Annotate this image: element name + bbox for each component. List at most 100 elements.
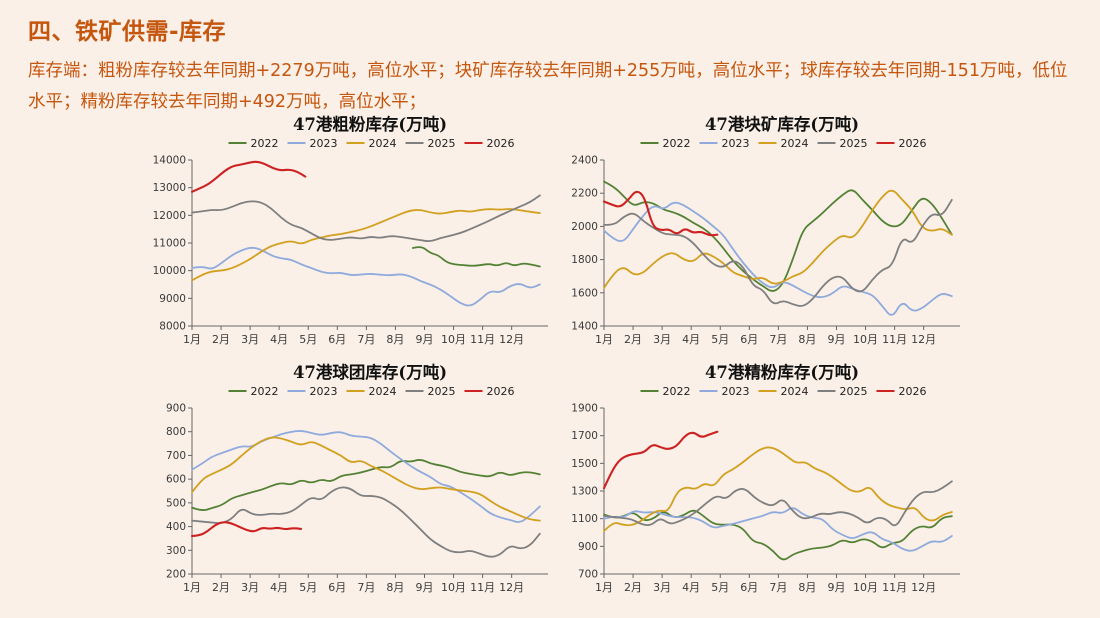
x-tick-label: 2月	[624, 581, 642, 594]
legend-item-2026: 2026	[876, 137, 927, 150]
x-tick-label: 3月	[241, 333, 259, 346]
x-tick-label: 1月	[183, 581, 201, 594]
legend-item-2025: 2025	[817, 137, 868, 150]
legend-label-2023: 2023	[310, 137, 338, 150]
x-tick-label: 2月	[212, 581, 230, 594]
series-line-2024	[191, 208, 541, 282]
y-tick-label: 300	[166, 545, 186, 557]
legend-item-2024: 2024	[758, 137, 809, 150]
series-line-2022	[411, 246, 541, 268]
chart-canvas: 47港块矿库存(万吨) 2022 2023 2024 2025 2026 1400 1600 1…	[571, 114, 960, 346]
y-tick-label: 1900	[571, 403, 598, 415]
y-tick-label: 700	[166, 450, 186, 462]
series-line-2024	[603, 189, 953, 289]
legend-item-2022: 2022	[640, 385, 691, 398]
legend-item-2024: 2024	[346, 385, 397, 398]
x-tick-label: 7月	[357, 333, 375, 346]
x-tick-label: 2月	[212, 333, 230, 346]
legend-label-2025: 2025	[840, 137, 868, 150]
legend-item-2022: 2022	[228, 137, 279, 150]
x-tick-label: 12月	[499, 333, 524, 346]
legend-label-2026: 2026	[487, 385, 515, 398]
y-tick-label: 400	[166, 521, 186, 533]
legend-label-2025: 2025	[840, 385, 868, 398]
x-tick-label: 12月	[911, 581, 936, 594]
x-tick-label: 9月	[415, 333, 433, 346]
x-tick-label: 6月	[328, 333, 346, 346]
x-tick-label: 6月	[328, 581, 346, 594]
x-tick-label: 6月	[740, 333, 758, 346]
series-line-2022	[191, 459, 541, 511]
x-tick-label: 9月	[827, 581, 845, 594]
y-tick-label: 1400	[571, 321, 598, 333]
x-tick-label: 4月	[270, 581, 288, 594]
legend-item-2025: 2025	[405, 137, 456, 150]
series-line-2025	[191, 486, 541, 558]
x-tick-label: 1月	[595, 581, 613, 594]
x-tick-label: 11月	[882, 581, 907, 594]
legend-item-2026: 2026	[464, 137, 515, 150]
series-line-2025	[603, 198, 953, 307]
chart-canvas: 47港粗粉库存(万吨) 2022 2023 2024 2025 2026 8000 9000 1…	[153, 114, 548, 346]
y-tick-label: 11000	[153, 238, 186, 250]
series-line-2026	[190, 160, 307, 193]
legend-item-2026: 2026	[876, 385, 927, 398]
y-tick-label: 500	[166, 497, 186, 509]
x-tick-label: 10月	[441, 333, 466, 346]
x-tick-label: 3月	[653, 333, 671, 346]
x-tick-label: 5月	[299, 333, 317, 346]
legend-item-2024: 2024	[758, 385, 809, 398]
x-tick-label: 1月	[595, 333, 613, 346]
x-tick-label: 5月	[711, 333, 729, 346]
y-tick-label: 1800	[571, 254, 598, 266]
legend-label-2023: 2023	[310, 385, 338, 398]
y-tick-label: 700	[578, 569, 598, 581]
legend-label-2025: 2025	[428, 385, 456, 398]
legend-label-2024: 2024	[369, 385, 397, 398]
y-tick-label: 900	[578, 541, 598, 553]
legend-label-2026: 2026	[487, 137, 515, 150]
series-line-2024	[603, 446, 953, 533]
y-tick-label: 12000	[153, 210, 186, 222]
series-line-2024	[191, 436, 541, 522]
legend-item-2024: 2024	[346, 137, 397, 150]
legend-label-2024: 2024	[369, 137, 397, 150]
legend-item-2025: 2025	[817, 385, 868, 398]
x-tick-label: 10月	[441, 581, 466, 594]
x-tick-label: 3月	[241, 581, 259, 594]
x-tick-label: 7月	[357, 581, 375, 594]
series-line-2022	[603, 180, 953, 292]
x-tick-label: 11月	[882, 333, 907, 346]
legend-label-2022: 2022	[663, 137, 691, 150]
x-tick-label: 10月	[853, 581, 878, 594]
x-tick-label: 5月	[299, 581, 317, 594]
y-tick-label: 2400	[571, 155, 598, 167]
x-tick-label: 7月	[769, 333, 787, 346]
y-tick-label: 900	[166, 403, 186, 415]
legend-item-2022: 2022	[640, 137, 691, 150]
legend-label-2023: 2023	[722, 137, 750, 150]
chart-fine-powder-inventory: 47港精粉库存(万吨) 2022 2023 2024 2025 2026 700 900 110…	[558, 362, 972, 610]
series-line-2023	[603, 201, 953, 316]
chart-lump-ore-inventory: 47港块矿库存(万吨) 2022 2023 2024 2025 2026 1400 1600 1…	[558, 114, 972, 362]
series-line-2025	[603, 480, 953, 527]
chart-title: 47港精粉库存(万吨)	[705, 362, 859, 382]
x-tick-label: 2月	[624, 333, 642, 346]
y-tick-label: 1300	[571, 486, 598, 498]
x-tick-label: 9月	[827, 333, 845, 346]
x-tick-label: 10月	[853, 333, 878, 346]
legend-label-2024: 2024	[781, 385, 809, 398]
y-tick-label: 1100	[571, 513, 598, 525]
legend-item-2023: 2023	[699, 137, 750, 150]
x-tick-label: 12月	[499, 581, 524, 594]
y-tick-label: 10000	[153, 265, 186, 277]
y-tick-label: 8000	[159, 321, 186, 333]
legend-item-2023: 2023	[287, 137, 338, 150]
series-line-2023	[603, 507, 953, 552]
x-tick-label: 11月	[470, 581, 495, 594]
x-tick-label: 11月	[470, 333, 495, 346]
x-tick-label: 9月	[415, 581, 433, 594]
y-tick-label: 13000	[153, 182, 186, 194]
legend-label-2026: 2026	[899, 137, 927, 150]
